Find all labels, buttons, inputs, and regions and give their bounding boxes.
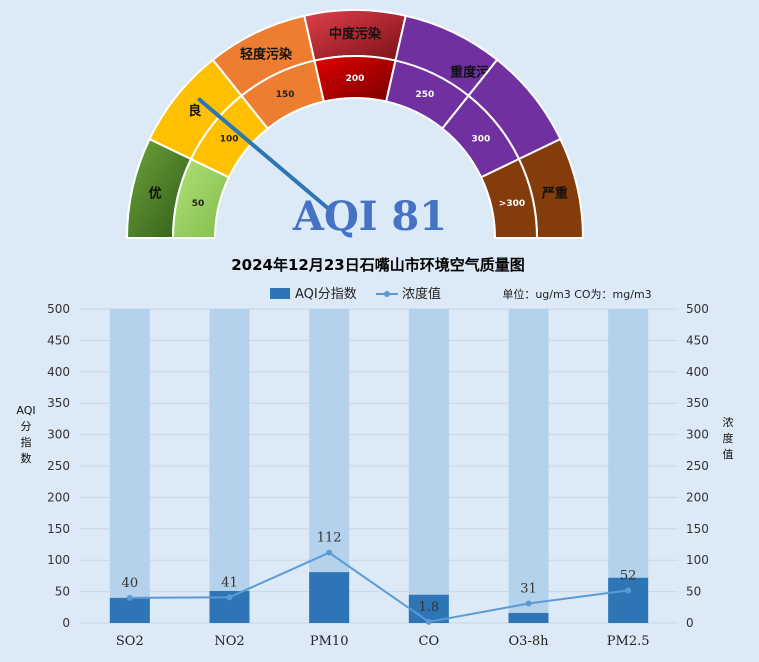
x-tick-label: O3-8h xyxy=(509,634,550,649)
y-axis-title: AQI 分指数 xyxy=(16,404,35,465)
gauge-level-label: 中度污染 xyxy=(329,26,382,42)
aqi-value-label: AQI 81 xyxy=(292,193,447,240)
x-tick-label: PM2.5 xyxy=(607,634,650,649)
x-tick-label: CO xyxy=(419,634,440,649)
y2-tick-label: 500 xyxy=(686,302,709,316)
y-tick-label: 50 xyxy=(55,585,70,599)
gauge-needle xyxy=(197,97,332,212)
y-tick-label: 0 xyxy=(62,616,70,630)
bar xyxy=(109,597,150,623)
gauge-tick-label: 300 xyxy=(471,135,490,145)
y2-axis-title: 浓度值 xyxy=(723,416,734,461)
y-tick-label: 150 xyxy=(47,522,70,536)
y-tick-label: 400 xyxy=(47,365,70,379)
y-tick-label: 450 xyxy=(47,333,70,347)
gauge-tick-label: 150 xyxy=(276,90,295,100)
y2-tick-label: 350 xyxy=(686,396,709,410)
y2-tick-label: 50 xyxy=(686,585,701,599)
data-label: 52 xyxy=(620,568,637,583)
legend-label-bar: AQI分指数 xyxy=(295,287,357,302)
gauge-tick-label: 50 xyxy=(192,199,205,209)
bar-background xyxy=(209,309,250,623)
bar-background xyxy=(508,309,549,623)
line-point xyxy=(625,587,632,594)
bar-background xyxy=(109,309,150,623)
y-tick-label: 500 xyxy=(47,302,70,316)
legend-swatch-bar xyxy=(270,288,290,299)
gauge-band-inner xyxy=(479,157,539,239)
line-point xyxy=(425,618,432,625)
chart-legend: AQI分指数 浓度值 xyxy=(270,286,441,302)
gauge-tick-label: >300 xyxy=(499,199,525,209)
y2-tick-label: 250 xyxy=(686,459,709,473)
x-tick-label: NO2 xyxy=(214,634,244,649)
y2-tick-label: 450 xyxy=(686,333,709,347)
y2-tick-label: 200 xyxy=(686,490,709,504)
gauge-level-label: 轻度污染 xyxy=(240,46,293,62)
gauge-tick-label: 250 xyxy=(415,90,434,100)
y2-tick-label: 300 xyxy=(686,428,709,442)
y-tick-label: 350 xyxy=(47,396,70,410)
gauge-level-label: 良 xyxy=(188,103,201,119)
bar xyxy=(408,594,449,623)
line-point xyxy=(326,549,333,556)
data-label: 31 xyxy=(520,582,537,597)
data-label: 40 xyxy=(122,576,139,591)
plot-area: 0 0 50 50 100 100 150 150 200 200 250 250 300 300 350 3… xyxy=(16,302,733,649)
y2-tick-label: 400 xyxy=(686,365,709,379)
y2-tick-label: 0 xyxy=(686,616,694,630)
bar xyxy=(508,612,549,623)
data-label: 41 xyxy=(221,575,238,590)
y2-tick-label: 100 xyxy=(686,553,709,567)
line-point xyxy=(525,600,532,607)
legend-label-line: 浓度值 xyxy=(402,286,441,302)
gauge-tick-label: 100 xyxy=(220,135,239,145)
y-tick-label: 300 xyxy=(47,428,70,442)
bar xyxy=(608,577,649,623)
data-label: 112 xyxy=(317,531,342,546)
line-point xyxy=(226,594,233,601)
bar-background xyxy=(608,309,649,623)
gauge-level-label: 严重 xyxy=(541,185,568,201)
bar xyxy=(309,572,350,623)
units-note: 单位：ug/m3 CO为：mg/m3 xyxy=(502,287,651,301)
line-point xyxy=(126,594,133,601)
gauge-level-label: 优 xyxy=(149,185,162,201)
y-tick-label: 100 xyxy=(47,553,70,567)
y-tick-label: 200 xyxy=(47,490,70,504)
x-tick-label: SO2 xyxy=(116,634,144,649)
bar-background xyxy=(408,309,449,623)
data-label: 1.8 xyxy=(418,600,439,615)
concentration-line xyxy=(129,551,629,623)
chart-title: 2024年12月23日石嘴山市环境空气质量图 xyxy=(231,256,525,274)
legend-marker-line xyxy=(384,291,390,297)
gauge-tick-label: 200 xyxy=(346,74,365,84)
y2-tick-label: 150 xyxy=(686,522,709,536)
x-tick-label: PM10 xyxy=(310,634,349,649)
y-tick-label: 250 xyxy=(47,459,70,473)
bar-background xyxy=(309,309,350,623)
